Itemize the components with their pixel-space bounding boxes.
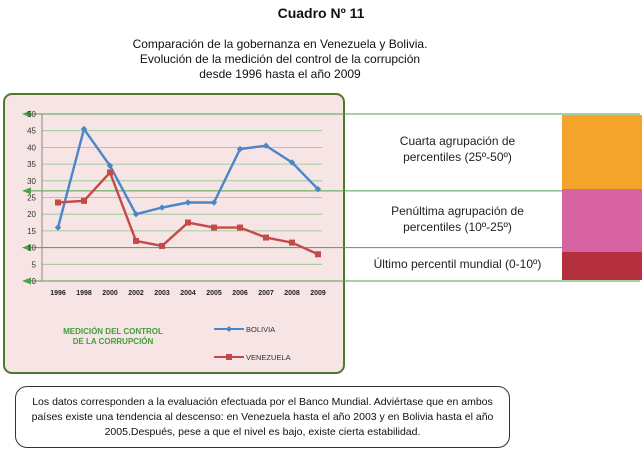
band-label-last: Último percentil mundial (0-10º) bbox=[355, 256, 560, 272]
legend-marker-venezuela bbox=[226, 354, 232, 360]
band-arrow-icon bbox=[22, 244, 31, 252]
legend-label-bolivia: BOLIVIA bbox=[246, 325, 275, 334]
data-point-venezuela bbox=[81, 197, 87, 204]
band-arrow-icon bbox=[22, 187, 31, 195]
chart-caption-line: MEDICIÓN DEL CONTROL bbox=[63, 327, 163, 336]
data-point-bolivia bbox=[106, 162, 114, 169]
x-tick-label: 2006 bbox=[232, 290, 248, 297]
y-tick-label: 25 bbox=[27, 194, 36, 203]
data-point-bolivia bbox=[314, 185, 322, 193]
y-tick-label: 5 bbox=[32, 260, 37, 269]
y-tick-label: 20 bbox=[27, 210, 36, 219]
subtitle-line-3: desde 1996 hasta el año 2009 bbox=[199, 67, 361, 81]
y-tick-label: 10 bbox=[27, 244, 36, 253]
band-label-line: Penúltima agrupación de bbox=[391, 204, 524, 218]
x-tick-label: 1998 bbox=[76, 290, 92, 297]
data-point-bolivia bbox=[80, 125, 88, 133]
x-tick-label: 2000 bbox=[102, 290, 118, 297]
y-tick-label: 45 bbox=[27, 127, 36, 136]
data-point-bolivia bbox=[288, 159, 296, 166]
legend-marker-bolivia bbox=[226, 326, 232, 332]
x-tick-label: 1996 bbox=[50, 290, 66, 297]
data-point-venezuela bbox=[211, 224, 217, 231]
data-point-venezuela bbox=[263, 234, 269, 241]
x-tick-label: 2008 bbox=[284, 290, 300, 297]
band-label-line: Cuarta agrupación de bbox=[399, 134, 516, 148]
band-label-line: percentiles (10º-25º) bbox=[403, 220, 512, 234]
band-label-penultimate: Penúltima agrupación de percentiles (10º… bbox=[355, 203, 560, 235]
band-swatch-red bbox=[562, 252, 642, 280]
y-tick-label: 0 bbox=[32, 277, 37, 286]
data-point-venezuela bbox=[289, 239, 295, 246]
data-point-bolivia bbox=[184, 199, 192, 206]
y-tick-label: 35 bbox=[27, 160, 36, 169]
data-point-venezuela bbox=[185, 219, 191, 226]
band-swatch-orange bbox=[562, 115, 642, 189]
data-point-venezuela bbox=[107, 169, 113, 176]
legend-label-venezuela: VENEZUELA bbox=[246, 353, 291, 362]
chart-subtitle: Comparación de la gobernanza en Venezuel… bbox=[60, 37, 500, 82]
data-point-bolivia bbox=[158, 204, 166, 211]
data-point-bolivia bbox=[262, 142, 270, 149]
band-label-line: Último percentil mundial (0-10º) bbox=[373, 257, 542, 271]
band-arrow-icon bbox=[22, 110, 31, 118]
data-point-venezuela bbox=[159, 242, 165, 249]
y-tick-label: 40 bbox=[27, 143, 36, 152]
data-point-bolivia bbox=[210, 199, 218, 206]
note-box: Los datos corresponden a la evaluación e… bbox=[15, 386, 510, 448]
chart-title: Cuadro Nº 11 bbox=[277, 5, 365, 21]
x-tick-label: 2004 bbox=[180, 290, 196, 297]
band-swatch-pink bbox=[562, 189, 642, 252]
subtitle-line-2: Evolución de la medición del control de … bbox=[139, 52, 421, 66]
chart-caption-line: DE LA CORRUPCIÓN bbox=[73, 337, 154, 346]
band-label-line: percentiles (25º-50º) bbox=[403, 150, 512, 164]
data-point-venezuela bbox=[315, 251, 321, 258]
data-point-venezuela bbox=[133, 237, 139, 244]
data-point-venezuela bbox=[237, 224, 243, 231]
x-tick-label: 2009 bbox=[310, 290, 326, 297]
band-arrow-icon bbox=[22, 277, 31, 285]
x-tick-label: 2003 bbox=[154, 290, 170, 297]
x-tick-label: 2007 bbox=[258, 290, 274, 297]
subtitle-line-1: Comparación de la gobernanza en Venezuel… bbox=[132, 37, 428, 51]
y-tick-label: 30 bbox=[27, 177, 36, 186]
x-tick-label: 2005 bbox=[206, 290, 222, 297]
y-tick-label: 50 bbox=[27, 110, 36, 119]
x-tick-label: 2002 bbox=[128, 290, 144, 297]
data-point-venezuela bbox=[55, 199, 61, 206]
data-point-bolivia bbox=[236, 145, 244, 153]
band-label-quarter: Cuarta agrupación de percentiles (25º-50… bbox=[355, 133, 560, 165]
data-point-bolivia bbox=[132, 211, 140, 218]
data-point-bolivia bbox=[54, 224, 62, 231]
chart-background bbox=[3, 93, 345, 374]
y-tick-label: 15 bbox=[27, 227, 36, 236]
